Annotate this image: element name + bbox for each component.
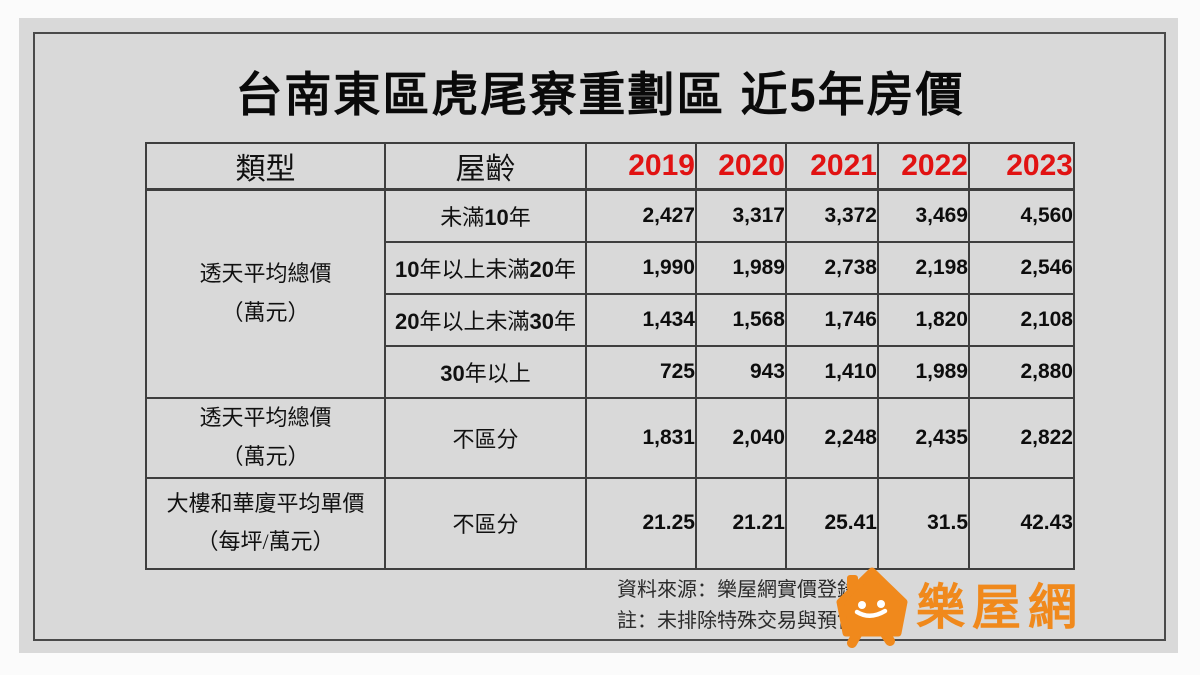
value-cell: 21.21 <box>695 476 787 570</box>
table-row: 大樓和華廈平均單價 （每坪/萬元） 不區分 21.25 21.21 25.41 … <box>145 476 1075 570</box>
brand-logo: 樂屋網 <box>836 567 1084 649</box>
value-cell: 21.25 <box>585 476 697 570</box>
col-header-year-2021: 2021 <box>785 142 879 191</box>
type-label-line1: 透天平均總價 <box>199 405 332 430</box>
col-header-year-2023: 2023 <box>968 142 1075 191</box>
table-row: 10年以上未滿20年 1,990 1,989 2,738 2,198 2,546 <box>146 240 1075 295</box>
value-cell: 4,560 <box>968 188 1075 243</box>
value-cell: 2,040 <box>695 396 787 479</box>
value-cell: 1,410 <box>785 344 879 399</box>
col-header-year-2022: 2022 <box>877 142 970 191</box>
value-cell: 3,372 <box>785 188 879 243</box>
value-cell: 2,738 <box>785 240 879 295</box>
age-cell: 30年以上 <box>384 344 587 399</box>
age-cell: 不區分 <box>384 476 587 570</box>
value-cell: 1,568 <box>695 292 787 347</box>
value-cell: 2,248 <box>785 396 879 479</box>
value-cell: 1,989 <box>695 240 787 295</box>
value-cell: 2,435 <box>877 396 970 479</box>
value-cell: 725 <box>585 344 697 399</box>
table-row: 20年以上未滿30年 1,434 1,568 1,746 1,820 2,108 <box>146 292 1075 347</box>
value-cell: 2,880 <box>968 344 1075 399</box>
value-cell: 3,317 <box>695 188 787 243</box>
table-row: 30年以上 725 943 1,410 1,989 2,880 <box>146 344 1075 399</box>
value-cell: 31.5 <box>877 476 970 570</box>
value-cell: 2,198 <box>877 240 970 295</box>
type-label-line2: （每坪/萬元） <box>196 529 335 554</box>
type-label-line2: （萬元） <box>221 299 310 325</box>
price-table: 類型 屋齡 2019 2020 2021 2022 2023 透天平均總價 （萬… <box>145 142 1075 570</box>
value-cell: 943 <box>695 344 787 399</box>
col-header-type: 類型 <box>145 142 386 191</box>
type-cell-condo-unit-price: 大樓和華廈平均單價 （每坪/萬元） <box>145 476 386 570</box>
footer-notes: 資料來源：樂屋網實價登錄 註：未排除特殊交易與預售 <box>617 575 857 637</box>
age-cell: 不區分 <box>384 396 587 479</box>
source-note: 資料來源：樂屋網實價登錄 <box>617 579 857 601</box>
value-cell: 2,822 <box>968 396 1075 479</box>
age-cell: 未滿10年 <box>384 188 587 243</box>
age-cell: 20年以上未滿30年 <box>384 292 587 347</box>
value-cell: 2,546 <box>968 240 1075 295</box>
brand-name: 樂屋網 <box>916 580 1085 635</box>
value-cell: 1,820 <box>877 292 970 347</box>
page-title: 台南東區虎尾寮重劃區 近5年房價 <box>235 68 965 121</box>
type-cell-townhouse-by-age: 透天平均總價 （萬元） <box>145 188 386 399</box>
type-label-line2: （萬元） <box>221 443 310 469</box>
value-cell: 1,990 <box>585 240 697 295</box>
age-cell: 10年以上未滿20年 <box>384 240 587 295</box>
value-cell: 1,434 <box>585 292 697 347</box>
table-row: 透天平均總價 （萬元） 未滿10年 2,427 3,317 3,372 3,46… <box>145 188 1075 399</box>
type-label-line1: 透天平均總價 <box>199 261 332 287</box>
value-cell: 2,427 <box>585 188 697 243</box>
value-cell: 1,989 <box>877 344 970 399</box>
value-cell: 42.43 <box>968 476 1075 570</box>
table-row: 透天平均總價 （萬元） 不區分 1,831 2,040 2,248 2,435 … <box>145 396 1075 479</box>
value-cell: 3,469 <box>877 188 970 243</box>
type-label-line1: 大樓和華廈平均單價 <box>166 490 365 516</box>
col-header-age: 屋齡 <box>384 142 587 191</box>
value-cell: 25.41 <box>785 476 879 570</box>
value-cell: 1,831 <box>585 396 697 479</box>
house-mascot-icon <box>836 567 908 648</box>
value-cell: 2,108 <box>968 292 1075 347</box>
disclaimer-note: 註：未排除特殊交易與預售 <box>617 610 857 632</box>
header-row: 類型 屋齡 2019 2020 2021 2022 2023 <box>145 142 1075 191</box>
type-cell-townhouse-all: 透天平均總價 （萬元） <box>145 396 386 479</box>
value-cell: 1,746 <box>785 292 879 347</box>
col-header-year-2020: 2020 <box>695 142 787 191</box>
col-header-year-2019: 2019 <box>585 142 697 191</box>
panel-border <box>33 32 1166 641</box>
